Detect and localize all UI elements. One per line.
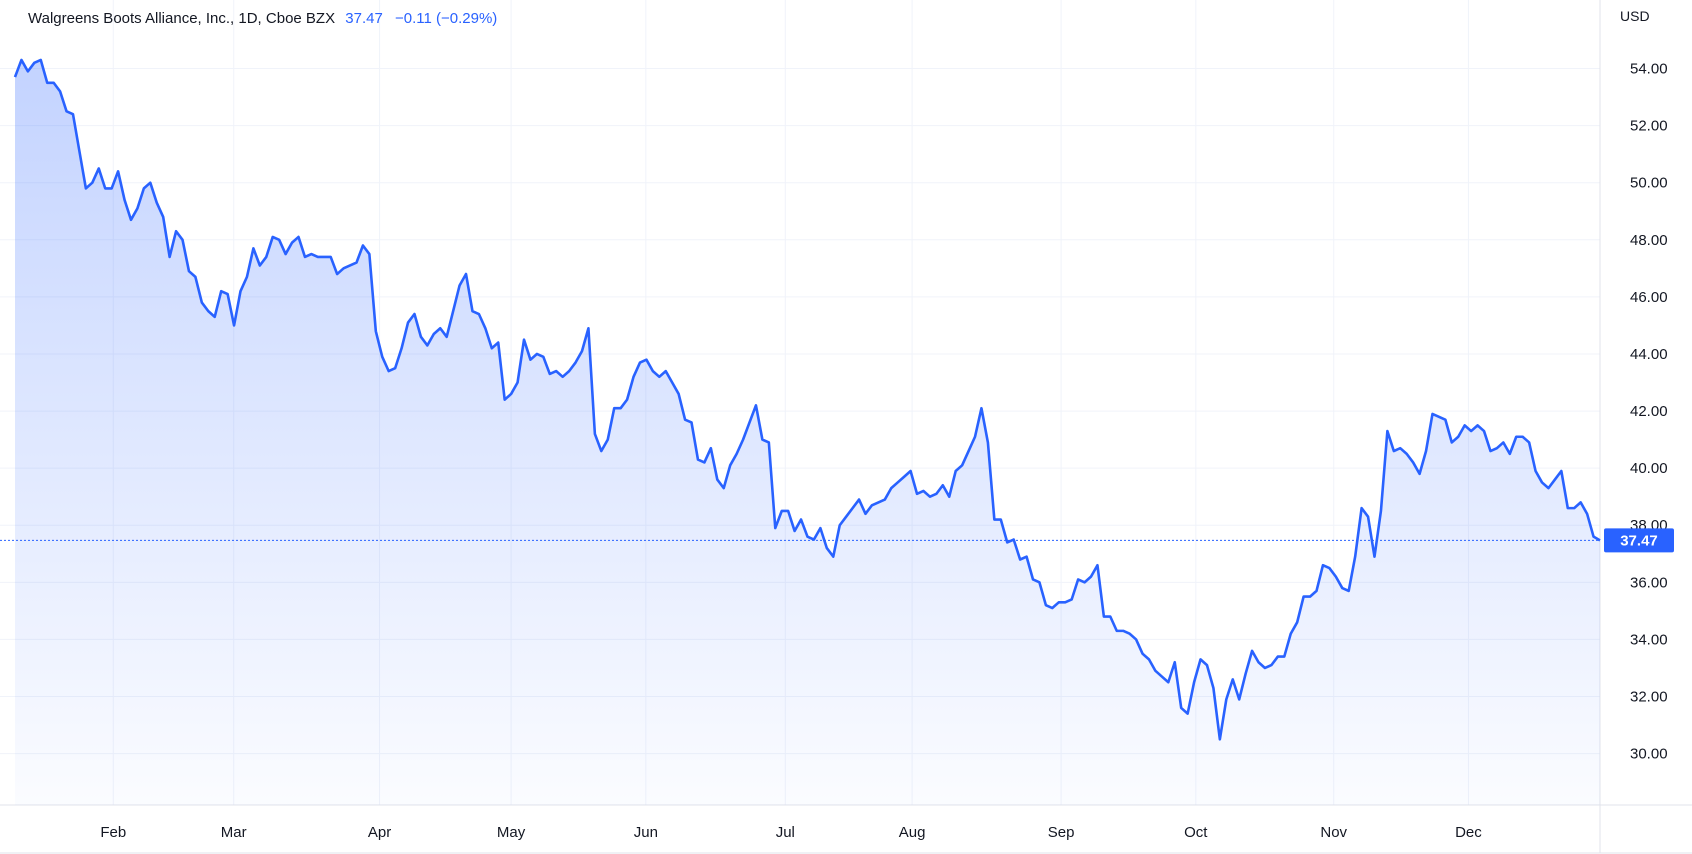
y-tick-label: 48.00 xyxy=(1630,232,1668,249)
y-tick-label: 46.00 xyxy=(1630,289,1668,306)
last-price-badge: 37.47 xyxy=(1604,528,1674,553)
y-tick-label: 44.00 xyxy=(1630,346,1668,363)
x-tick-label: Jul xyxy=(776,824,795,841)
x-tick-label: Feb xyxy=(100,824,126,841)
y-tick-label: 36.00 xyxy=(1630,574,1668,591)
last-value: 37.47 xyxy=(345,10,383,27)
last-price-badge-bg xyxy=(1604,528,1674,553)
y-tick-label: 32.00 xyxy=(1630,689,1668,706)
y-tick-label: 42.00 xyxy=(1630,403,1668,420)
y-tick-label: 30.00 xyxy=(1630,746,1668,763)
y-tick-label: 34.00 xyxy=(1630,631,1668,648)
x-tick-label: May xyxy=(497,824,526,841)
x-tick-label: Aug xyxy=(899,824,926,841)
symbol-title: Walgreens Boots Alliance, Inc., 1D, Cboe… xyxy=(28,10,336,27)
x-tick-label: Sep xyxy=(1048,824,1075,841)
y-tick-label: 52.00 xyxy=(1630,118,1668,135)
y-tick-label: 50.00 xyxy=(1630,175,1668,192)
y-tick-label: 40.00 xyxy=(1630,460,1668,477)
x-tick-label: Nov xyxy=(1320,824,1347,841)
currency-label: USD xyxy=(1620,8,1650,24)
price-change: −0.11 (−0.29%) xyxy=(394,10,498,27)
x-tick-label: Apr xyxy=(368,824,391,841)
x-tick-label: Mar xyxy=(221,824,247,841)
last-price-badge-text: 37.47 xyxy=(1620,532,1658,549)
y-axis[interactable]: 30.0032.0034.0036.0038.0040.0042.0044.00… xyxy=(1630,61,1668,763)
price-area-fill xyxy=(15,59,1600,805)
y-tick-label: 54.00 xyxy=(1630,61,1668,78)
chart-legend[interactable]: Walgreens Boots Alliance, Inc., 1D, Cboe… xyxy=(28,10,497,27)
x-tick-label: Oct xyxy=(1184,824,1208,841)
x-tick-label: Jun xyxy=(634,824,658,841)
x-tick-label: Dec xyxy=(1455,824,1482,841)
price-line xyxy=(13,58,1601,741)
x-axis[interactable]: Feb Mar Apr May Jun Jul Aug Sep Oct Nov Dec xyxy=(100,824,1482,841)
